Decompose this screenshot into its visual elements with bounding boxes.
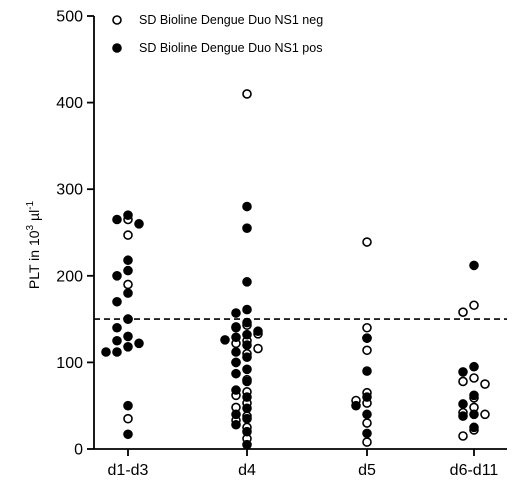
y-tick-label: 0: [74, 442, 83, 459]
data-point-ns1-pos: [253, 326, 263, 337]
data-point-ns1-pos: [231, 322, 241, 332]
data-point-ns1-pos: [242, 223, 252, 233]
x-axis: d1-d3 d4 d5 d6-d11: [94, 448, 507, 479]
data-point-ns1-pos: [112, 335, 122, 346]
data-point-ns1-neg: [362, 237, 372, 247]
data-point-ns1-pos: [458, 411, 468, 421]
x-tick-label: d5: [358, 462, 376, 479]
data-point-ns1-pos: [242, 376, 252, 387]
data-point-ns1-pos: [231, 419, 241, 430]
data-point-ns1-neg: [469, 300, 479, 311]
y-axis: 0 100 200 300 400 500: [56, 9, 95, 459]
data-point-ns1-pos: [112, 347, 122, 357]
data-point-ns1-pos: [242, 426, 252, 437]
data-point-ns1-neg: [458, 376, 468, 387]
x-tick-label: d4: [238, 462, 256, 479]
data-point-ns1-pos: [123, 255, 133, 266]
data-point-ns1-neg: [480, 409, 490, 420]
x-tick-label: d6-d11: [450, 462, 499, 479]
data-point-ns1-pos: [242, 403, 252, 414]
data-point-ns1-pos: [469, 422, 479, 433]
data-point-ns1-pos: [469, 361, 479, 372]
data-point-ns1-pos: [231, 332, 241, 343]
data-point-ns1-neg: [123, 279, 133, 290]
data-point-ns1-pos: [362, 333, 372, 343]
data-point-ns1-neg: [253, 343, 263, 354]
data-point-ns1-pos: [351, 400, 361, 411]
data-point-ns1-pos: [242, 304, 252, 315]
data-point-ns1-pos: [231, 357, 241, 368]
data-point-ns1-pos: [469, 390, 479, 401]
data-point-ns1-pos: [123, 314, 133, 324]
data-points: [101, 89, 490, 450]
data-point-ns1-pos: [134, 219, 144, 229]
data-point-ns1-pos: [231, 347, 241, 357]
data-point-ns1-neg: [362, 322, 372, 333]
y-tick-label: 100: [56, 355, 83, 372]
data-point-ns1-pos: [362, 428, 372, 439]
legend: SD Bioline Dengue Duo NS1 neg SD Bioline…: [112, 13, 323, 55]
data-point-ns1-pos: [123, 342, 133, 352]
data-point-ns1-pos: [123, 210, 133, 220]
data-point-ns1-pos: [242, 317, 252, 328]
data-point-ns1-neg: [362, 418, 372, 428]
data-point-ns1-neg: [242, 89, 252, 99]
data-point-ns1-pos: [123, 331, 133, 342]
data-point-ns1-pos: [242, 413, 252, 424]
data-point-ns1-pos: [231, 308, 241, 318]
legend-label-pos: SD Bioline Dengue Duo NS1 pos: [139, 41, 322, 55]
data-point-ns1-pos: [123, 288, 133, 298]
data-point-ns1-pos: [123, 400, 133, 411]
data-point-ns1-neg: [458, 307, 468, 317]
legend-label-neg: SD Bioline Dengue Duo NS1 neg: [139, 13, 323, 27]
data-point-ns1-pos: [469, 260, 479, 271]
data-point-ns1-pos: [362, 366, 372, 376]
data-point-ns1-neg: [362, 437, 372, 447]
y-tick-label: 400: [56, 95, 83, 112]
data-point-ns1-pos: [231, 368, 241, 379]
data-point-ns1-pos: [112, 214, 122, 225]
data-point-ns1-pos: [134, 338, 144, 349]
data-point-ns1-pos: [242, 439, 252, 450]
y-tick-label: 200: [56, 268, 83, 285]
data-point-ns1-pos: [123, 265, 133, 276]
data-point-ns1-pos: [469, 409, 479, 420]
data-point-ns1-pos: [112, 322, 122, 333]
x-tick-label: d1-d3: [108, 462, 149, 479]
data-point-ns1-neg: [480, 379, 490, 389]
data-point-ns1-pos: [112, 270, 122, 281]
data-point-ns1-pos: [362, 409, 372, 420]
y-tick-label: 500: [56, 9, 83, 26]
data-point-ns1-pos: [242, 277, 252, 287]
y-axis-label: PLT in 103 µl-1: [25, 200, 42, 289]
data-point-ns1-pos: [220, 335, 230, 345]
data-point-ns1-pos: [242, 364, 252, 375]
data-point-ns1-pos: [242, 201, 252, 212]
data-point-ns1-pos: [242, 392, 252, 402]
data-point-ns1-pos: [242, 340, 252, 350]
y-tick-label: 300: [56, 182, 83, 199]
data-point-ns1-neg: [458, 431, 468, 441]
legend-marker-neg: [112, 15, 122, 25]
data-point-ns1-pos: [231, 385, 241, 395]
data-point-ns1-neg: [362, 345, 372, 356]
data-point-ns1-pos: [362, 392, 372, 402]
data-point-ns1-neg: [123, 413, 133, 424]
data-point-ns1-neg: [469, 373, 479, 383]
legend-marker-pos: [112, 43, 122, 53]
data-point-ns1-pos: [242, 352, 252, 363]
data-point-ns1-pos: [101, 347, 111, 357]
data-point-ns1-pos: [242, 329, 252, 340]
data-point-ns1-pos: [231, 409, 241, 420]
data-point-ns1-pos: [458, 367, 468, 377]
data-point-ns1-pos: [123, 429, 133, 440]
data-point-ns1-pos: [112, 296, 122, 307]
data-point-ns1-pos: [458, 399, 468, 409]
data-point-ns1-neg: [123, 230, 133, 240]
